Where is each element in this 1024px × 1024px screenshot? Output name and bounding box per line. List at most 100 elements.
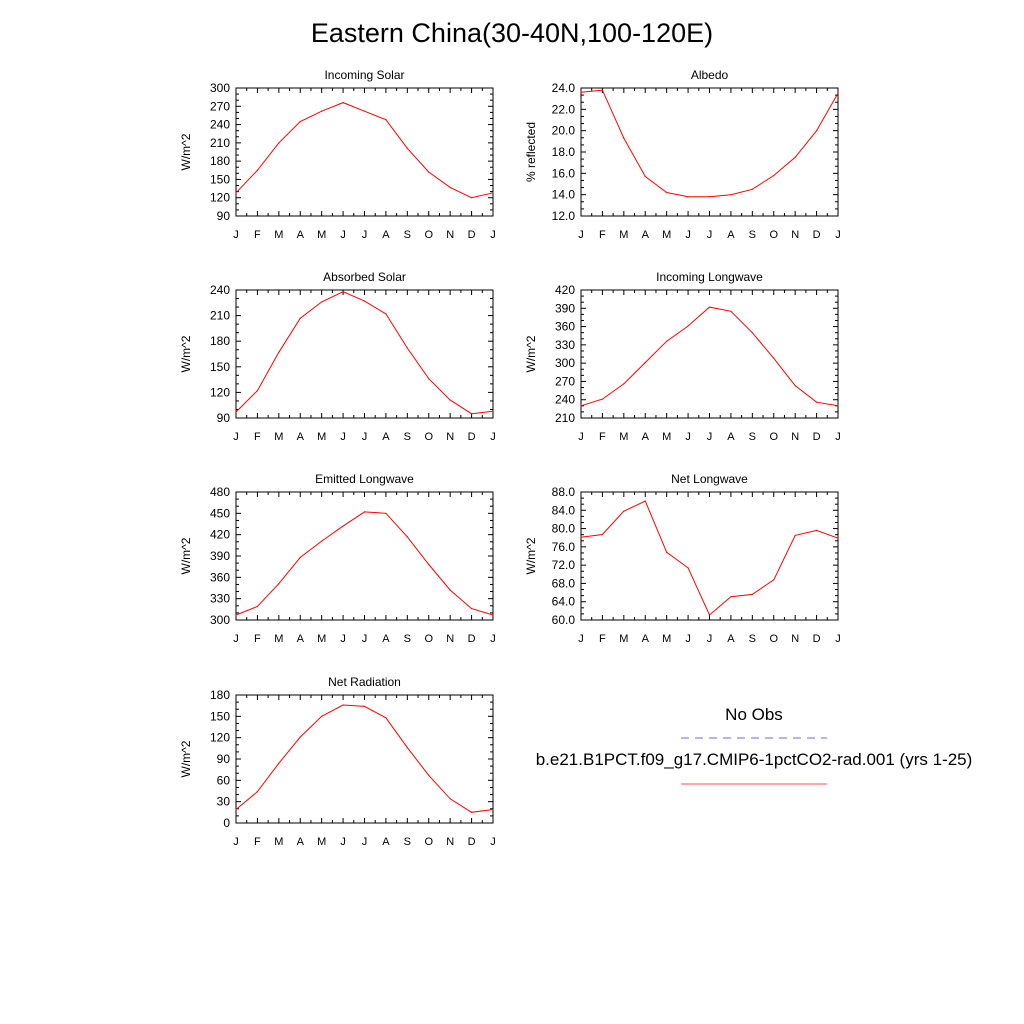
- data-point: [751, 593, 753, 596]
- data-point: [773, 174, 775, 177]
- plot-frame: [235, 289, 494, 419]
- y-tick-label: 150: [210, 360, 230, 374]
- y-tick-label: 180: [210, 334, 230, 348]
- data-point: [580, 536, 582, 538]
- x-tick-label: A: [382, 431, 390, 443]
- x-tick-label: J: [685, 229, 691, 241]
- data-point: [256, 390, 259, 392]
- y-tick-label: 120: [210, 731, 230, 745]
- data-point: [363, 300, 366, 302]
- x-tick-label: S: [749, 431, 756, 443]
- data-point: [342, 291, 344, 293]
- x-tick-label: O: [424, 431, 433, 443]
- data-point: [708, 614, 711, 616]
- x-tick-label: A: [297, 431, 305, 443]
- data-point: [687, 325, 689, 327]
- y-tick-label: 390: [210, 549, 230, 563]
- x-tick-label: O: [424, 633, 433, 645]
- x-tick-label: A: [727, 633, 735, 645]
- x-tick-label: F: [254, 836, 261, 848]
- y-tick-label: 90: [217, 752, 231, 766]
- x-tick-label: A: [297, 229, 305, 241]
- plot-frame: [235, 694, 494, 824]
- x-tick-label: J: [835, 633, 841, 645]
- x-tick-label: S: [404, 229, 411, 241]
- panel-title: Net Longwave: [671, 472, 748, 486]
- data-point: [235, 808, 237, 811]
- y-tick-label: 60.0: [552, 613, 576, 627]
- plot-frame: [235, 87, 494, 217]
- data-point: [321, 110, 323, 112]
- x-tick-label: J: [578, 229, 584, 241]
- y-tick-label: 24.0: [552, 81, 576, 95]
- x-tick-label: S: [404, 633, 411, 645]
- y-tick-label: 22.0: [552, 102, 576, 116]
- x-tick-label: D: [468, 229, 476, 241]
- data-point: [751, 332, 753, 334]
- y-tick-label: 300: [210, 81, 230, 95]
- data-point: [299, 556, 301, 559]
- x-tick-label: J: [835, 431, 841, 443]
- x-tick-label: S: [404, 431, 411, 443]
- x-tick-label: F: [599, 633, 606, 645]
- y-tick-label: 330: [555, 338, 575, 352]
- y-tick-label: 300: [555, 356, 575, 370]
- x-tick-label: M: [317, 431, 326, 443]
- x-tick-label: D: [468, 431, 476, 443]
- x-tick-label: J: [340, 431, 346, 443]
- y-tick-label: 150: [210, 709, 230, 723]
- series-line: [235, 291, 494, 415]
- data-point: [363, 511, 366, 513]
- x-tick-label: M: [274, 633, 283, 645]
- x-tick-label: N: [446, 836, 454, 848]
- x-tick-label: N: [446, 431, 454, 443]
- panel-title: Net Radiation: [328, 675, 401, 689]
- data-point: [385, 119, 387, 121]
- series-line: [580, 500, 839, 616]
- x-tick-label: F: [254, 229, 261, 241]
- x-tick-label: D: [813, 229, 821, 241]
- y-tick-label: 88.0: [552, 485, 576, 499]
- x-tick-label: A: [382, 836, 390, 848]
- data-point: [406, 347, 408, 349]
- panel-title: Albedo: [691, 68, 729, 82]
- y-tick-label: 210: [210, 136, 230, 150]
- x-tick-label: J: [578, 633, 584, 645]
- y-axis-label: W/m^2: [179, 740, 193, 777]
- panel-title: Absorbed Solar: [323, 270, 406, 284]
- x-tick-label: J: [340, 836, 346, 848]
- data-point: [666, 551, 668, 553]
- y-tick-label: 90: [217, 411, 231, 425]
- data-point: [492, 614, 494, 616]
- x-tick-label: J: [340, 633, 346, 645]
- x-tick-label: F: [599, 229, 606, 241]
- x-tick-label: O: [769, 229, 778, 241]
- x-tick-label: J: [233, 229, 239, 241]
- x-tick-label: N: [791, 633, 799, 645]
- y-tick-label: 270: [555, 374, 575, 388]
- x-tick-label: M: [274, 431, 283, 443]
- x-tick-label: J: [362, 633, 368, 645]
- data-point: [299, 120, 301, 123]
- x-tick-label: M: [662, 229, 671, 241]
- series-line: [580, 306, 839, 407]
- x-tick-label: S: [749, 229, 756, 241]
- data-point: [256, 791, 259, 793]
- y-tick-label: 180: [210, 154, 230, 168]
- y-tick-label: 64.0: [552, 595, 576, 609]
- data-point: [815, 529, 818, 532]
- data-point: [837, 537, 839, 539]
- x-tick-label: J: [685, 431, 691, 443]
- x-tick-label: M: [619, 633, 628, 645]
- series-line: [235, 704, 494, 813]
- x-tick-label: S: [749, 633, 756, 645]
- x-tick-label: J: [707, 229, 713, 241]
- data-point: [794, 385, 796, 387]
- figure-title: Eastern China(30-40N,100-120E): [310, 18, 714, 48]
- panel-title: Incoming Longwave: [656, 270, 763, 284]
- x-tick-label: J: [362, 836, 368, 848]
- y-tick-label: 84.0: [552, 503, 576, 517]
